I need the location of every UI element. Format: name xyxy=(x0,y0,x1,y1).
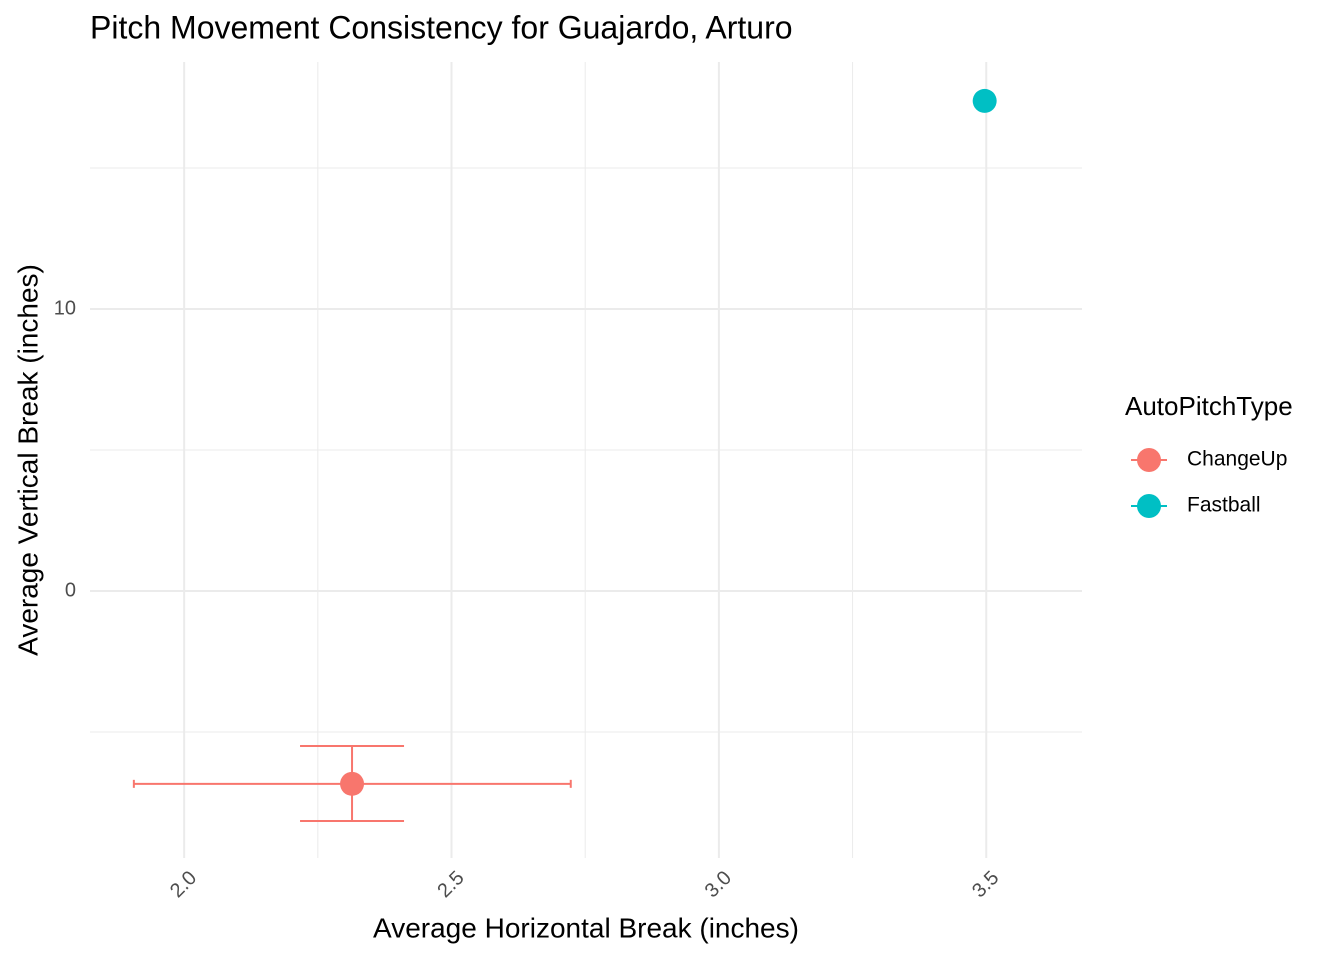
point xyxy=(340,771,365,796)
legend-title: AutoPitchType xyxy=(1125,391,1293,421)
chart-title: Pitch Movement Consistency for Guajardo,… xyxy=(90,9,793,45)
legend-key xyxy=(1137,494,1161,518)
y-tick-label: 0 xyxy=(65,579,76,601)
legend-label: Fastball xyxy=(1187,494,1261,517)
x-axis-label: Average Horizontal Break (inches) xyxy=(373,912,799,943)
point xyxy=(972,88,997,113)
legend-key xyxy=(1137,448,1161,472)
x-tick-label: 3.0 xyxy=(701,867,736,902)
x-tick-label: 3.5 xyxy=(968,867,1003,902)
x-tick-label: 2.0 xyxy=(166,867,201,902)
x-tick-label: 2.5 xyxy=(433,867,468,902)
y-tick-label: 10 xyxy=(54,297,76,319)
legend-label: ChangeUp xyxy=(1187,448,1287,471)
y-axis-label: Average Vertical Break (inches) xyxy=(12,264,43,656)
